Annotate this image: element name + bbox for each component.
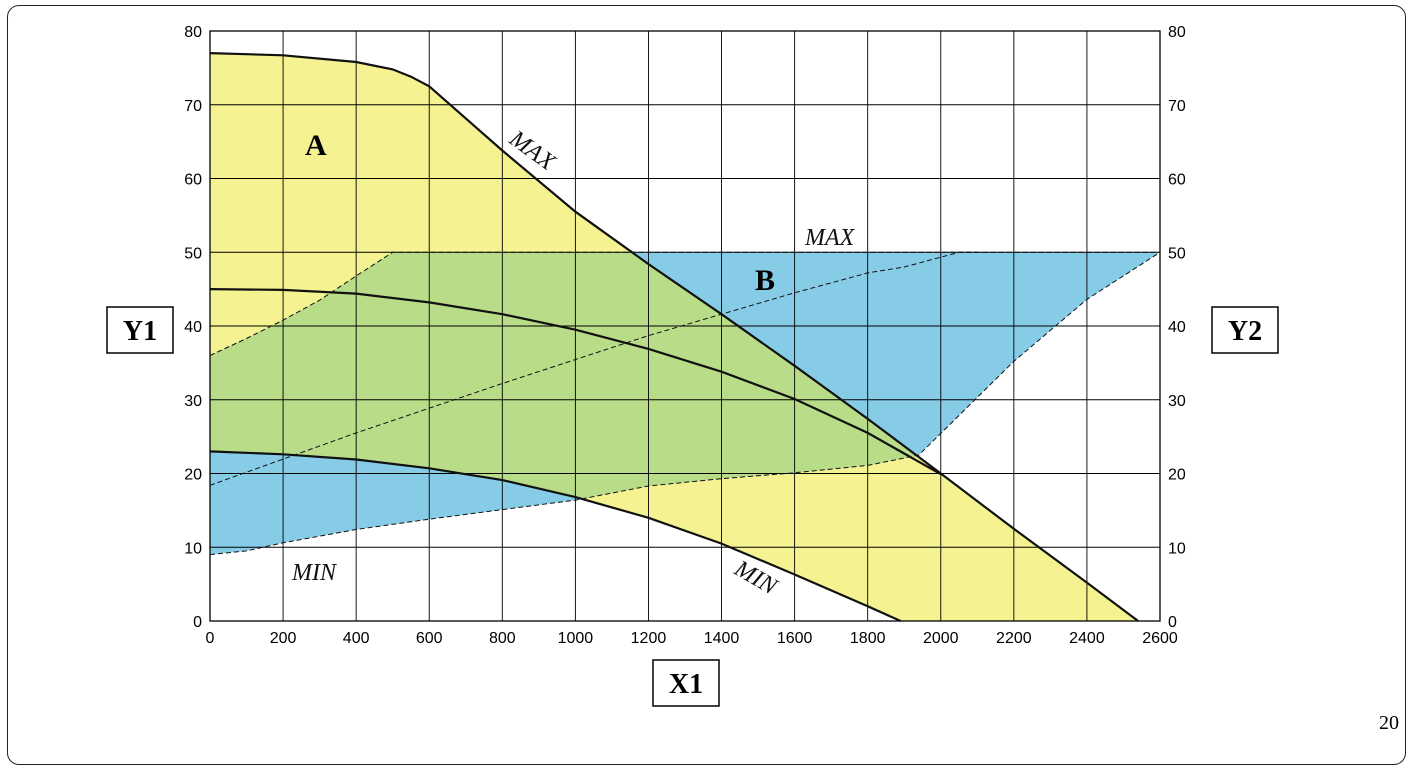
x-tick-label: 2400 <box>1069 630 1105 647</box>
y2-tick-label: 70 <box>1168 98 1186 115</box>
y1-tick-label: 0 <box>193 614 202 631</box>
y1-tick-label: 20 <box>184 467 202 484</box>
region-label-a: A <box>305 129 327 162</box>
x-tick-label: 400 <box>343 630 370 647</box>
y2-tick-label: 50 <box>1168 245 1186 262</box>
x-tick-label: 600 <box>416 630 443 647</box>
x-tick-label: 1000 <box>558 630 594 647</box>
y2-tick-label: 80 <box>1168 24 1186 41</box>
y1-label-box: Y1 <box>106 306 174 354</box>
curve-label-min-y2: MIN <box>291 560 338 586</box>
y1-axis-label: Y1 <box>123 316 157 347</box>
region-fills <box>210 53 1160 622</box>
x-tick-label: 1200 <box>631 630 667 647</box>
page-number: 20 <box>1379 712 1399 734</box>
y1-tick-label: 70 <box>184 98 202 115</box>
y2-tick-label: 60 <box>1168 172 1186 189</box>
y1-tick-label: 30 <box>184 393 202 410</box>
y1-tick-label: 50 <box>184 245 202 262</box>
x-tick-label: 2200 <box>996 630 1032 647</box>
y2-tick-label: 40 <box>1168 319 1186 336</box>
series-lines <box>209 52 1161 623</box>
series-line-0 <box>209 52 1139 622</box>
x-tick-label: 200 <box>270 630 297 647</box>
y1-tick-label: 40 <box>184 319 202 336</box>
region-label-b: B <box>755 264 775 297</box>
y2-axis-label: Y2 <box>1228 316 1262 347</box>
x-axis-label: X1 <box>669 669 703 700</box>
chart: 0 200 400 600 800 1000 1200 1400 1600 1800 2000 220… <box>106 24 1279 707</box>
x-tick-label: 2000 <box>923 630 959 647</box>
y1-tick-label: 10 <box>184 540 202 557</box>
y2-tick-label: 20 <box>1168 467 1186 484</box>
x1-label-box: X1 <box>652 659 720 707</box>
y1-tick-label: 60 <box>184 172 202 189</box>
tick-labels: 0 200 400 600 800 1000 1200 1400 1600 1800 2000 220… <box>184 24 1186 647</box>
y1-tick-label: 80 <box>184 24 202 41</box>
x-tick-label: 1800 <box>850 630 886 647</box>
x-tick-label: 2600 <box>1142 630 1178 647</box>
series-line-3 <box>209 251 1160 356</box>
y2-label-box: Y2 <box>1211 306 1279 354</box>
x-tick-label: 0 <box>206 630 215 647</box>
y2-tick-label: 30 <box>1168 393 1186 410</box>
y2-tick-label: 0 <box>1168 614 1177 631</box>
series-line-2 <box>209 450 902 623</box>
x-tick-label: 1600 <box>777 630 813 647</box>
series-line-5 <box>209 251 1161 556</box>
x-tick-label: 800 <box>489 630 516 647</box>
curve-label-max-y2: MAX <box>804 225 856 251</box>
plot-border <box>209 30 1161 622</box>
y2-tick-label: 10 <box>1168 540 1186 557</box>
x-tick-label: 1400 <box>704 630 740 647</box>
grid <box>209 30 1161 622</box>
